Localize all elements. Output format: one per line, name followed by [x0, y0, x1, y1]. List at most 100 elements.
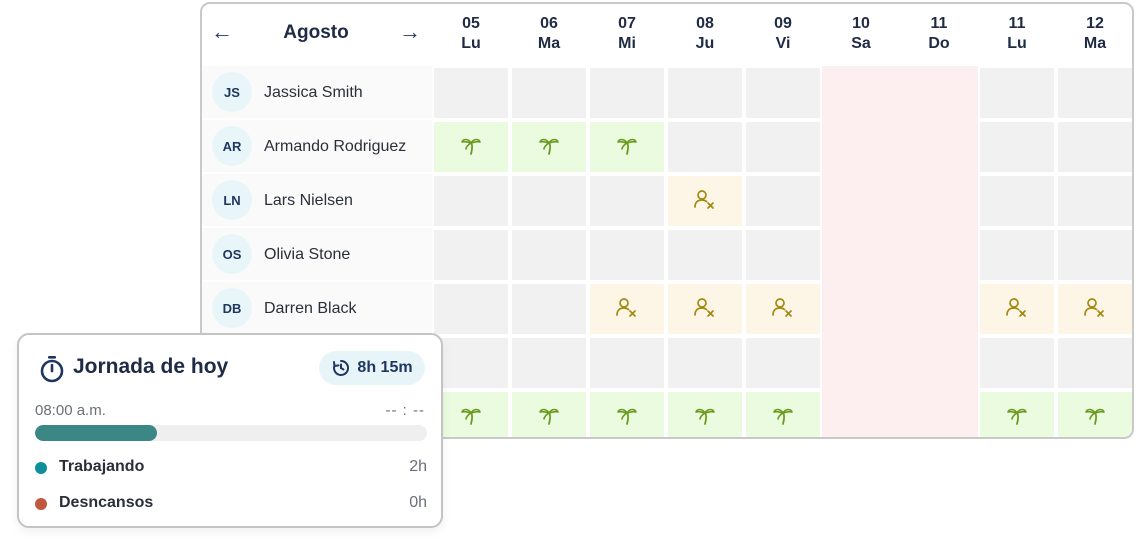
day-number: 06	[540, 15, 558, 32]
calendar-panel: ← Agosto → 05 Lu 06 Ma 07 Mi 08 Ju 09 Vi 10 Sa 11 Do 1…	[200, 2, 1134, 439]
vacation-cell[interactable]	[434, 122, 508, 172]
day-cell[interactable]	[668, 68, 742, 118]
day-weekday: Do	[928, 35, 950, 52]
palm-tree-icon	[460, 134, 482, 161]
palm-tree-icon	[616, 134, 638, 161]
employee-name[interactable]: Lars Nielsen	[264, 192, 353, 209]
day-cell[interactable]	[980, 122, 1054, 172]
day-cell[interactable]	[1058, 230, 1132, 280]
day-cell[interactable]	[746, 68, 820, 118]
user-absent-icon	[693, 296, 717, 323]
end-time: -- : --	[385, 402, 425, 419]
day-number: 11	[1008, 15, 1026, 32]
day-cell[interactable]	[746, 338, 820, 388]
arrow-left-icon[interactable]: ←	[208, 18, 236, 46]
day-cell[interactable]	[512, 230, 586, 280]
avatar: AR	[212, 126, 252, 166]
stopwatch-icon	[40, 356, 64, 383]
absence-cell[interactable]	[746, 284, 820, 334]
vacation-cell[interactable]	[590, 392, 664, 437]
day-cell[interactable]	[668, 230, 742, 280]
vacation-cell[interactable]	[512, 392, 586, 437]
day-weekday: Ju	[695, 35, 715, 52]
employee-name[interactable]: Jassica Smith	[264, 84, 363, 101]
day-cell[interactable]	[980, 230, 1054, 280]
day-cell[interactable]	[590, 176, 664, 226]
day-number: 07	[618, 15, 636, 32]
day-number: 05	[462, 15, 480, 32]
day-cell[interactable]	[512, 176, 586, 226]
day-number: 08	[696, 15, 714, 32]
day-header: 12 Ma	[1058, 14, 1132, 54]
day-number: 11	[930, 15, 948, 32]
start-time: 08:00 a.m.	[35, 402, 106, 419]
day-cell[interactable]	[434, 338, 508, 388]
progress-bar	[35, 425, 427, 441]
vacation-cell[interactable]	[434, 392, 508, 437]
day-cell[interactable]	[434, 230, 508, 280]
day-cell[interactable]	[1058, 122, 1132, 172]
day-cell[interactable]	[512, 338, 586, 388]
day-header: 10 Sa	[824, 14, 898, 54]
total-time-value: 8h 15m	[357, 359, 413, 376]
day-number: 10	[852, 15, 870, 32]
day-cell[interactable]	[434, 68, 508, 118]
day-cell[interactable]	[1058, 68, 1132, 118]
palm-tree-icon	[538, 404, 560, 431]
absence-cell[interactable]	[590, 284, 664, 334]
palm-tree-icon	[772, 404, 794, 431]
user-absent-icon	[1083, 296, 1107, 323]
day-cell[interactable]	[1058, 338, 1132, 388]
palm-tree-icon	[1006, 404, 1028, 431]
absence-cell[interactable]	[668, 176, 742, 226]
day-cell[interactable]	[980, 176, 1054, 226]
day-cell[interactable]	[1058, 176, 1132, 226]
vacation-cell[interactable]	[668, 392, 742, 437]
month-label: Agosto	[283, 22, 349, 43]
day-cell[interactable]	[746, 122, 820, 172]
avatar: JS	[212, 72, 252, 112]
arrow-right-icon[interactable]: →	[396, 18, 424, 46]
day-cell[interactable]	[512, 284, 586, 334]
day-cell[interactable]	[512, 68, 586, 118]
employee-name[interactable]: Armando Rodriguez	[264, 138, 407, 155]
day-cell[interactable]	[980, 68, 1054, 118]
day-header: 05 Lu	[434, 14, 508, 54]
user-absent-icon	[615, 296, 639, 323]
vacation-cell[interactable]	[980, 392, 1054, 437]
day-cell[interactable]	[668, 338, 742, 388]
day-cell[interactable]	[590, 338, 664, 388]
legend-label: Trabajando	[59, 458, 145, 475]
absence-cell[interactable]	[980, 284, 1054, 334]
legend-dot	[35, 462, 47, 474]
today-title: Jornada de hoy	[73, 355, 229, 378]
day-header: 11 Do	[902, 14, 976, 54]
progress-fill	[35, 425, 157, 441]
vacation-cell[interactable]	[746, 392, 820, 437]
today-card: Jornada de hoy 8h 15m 08:00 a.m. -- : --…	[17, 333, 443, 528]
day-cell[interactable]	[590, 230, 664, 280]
legend-dot	[35, 498, 47, 510]
absence-cell[interactable]	[668, 284, 742, 334]
day-number: 12	[1086, 15, 1104, 32]
avatar: DB	[212, 288, 252, 328]
day-cell[interactable]	[746, 230, 820, 280]
day-header: 08 Ju	[668, 14, 742, 54]
day-header: 09 Vi	[746, 14, 820, 54]
employee-name[interactable]: Darren Black	[264, 300, 357, 317]
palm-tree-icon	[538, 134, 560, 161]
day-cell[interactable]	[434, 284, 508, 334]
vacation-cell[interactable]	[512, 122, 586, 172]
vacation-cell[interactable]	[590, 122, 664, 172]
legend-row: Desncansos 0h	[35, 493, 427, 515]
day-cell[interactable]	[746, 176, 820, 226]
day-cell[interactable]	[668, 122, 742, 172]
vacation-cell[interactable]	[1058, 392, 1132, 437]
day-cell[interactable]	[590, 68, 664, 118]
avatar: LN	[212, 180, 252, 220]
absence-cell[interactable]	[1058, 284, 1132, 334]
day-cell[interactable]	[980, 338, 1054, 388]
day-cell[interactable]	[434, 176, 508, 226]
day-weekday: Mi	[618, 35, 636, 52]
employee-name[interactable]: Olivia Stone	[264, 246, 351, 263]
